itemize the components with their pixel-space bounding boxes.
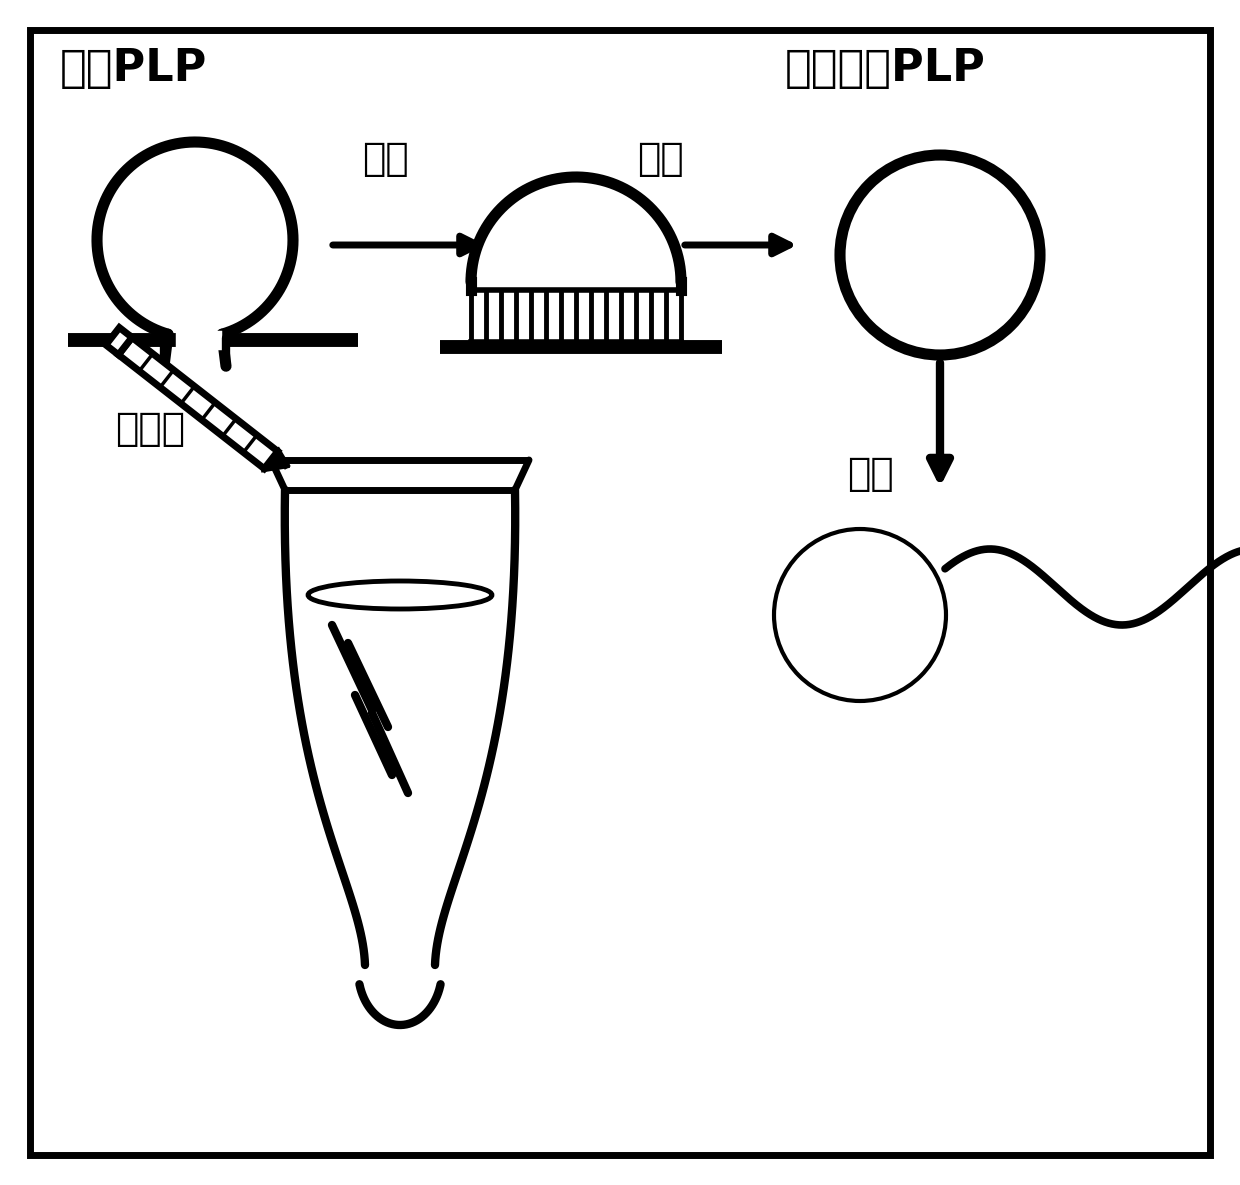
Ellipse shape	[308, 581, 492, 609]
Text: 线性PLP: 线性PLP	[60, 47, 207, 90]
Text: 杂交: 杂交	[362, 140, 408, 178]
Text: 锁式探针PLP: 锁式探针PLP	[785, 47, 986, 90]
Text: 连接: 连接	[636, 140, 683, 178]
Polygon shape	[119, 338, 278, 469]
Circle shape	[790, 545, 930, 685]
Circle shape	[774, 529, 946, 702]
Circle shape	[839, 155, 1040, 356]
Text: 扩增: 扩增	[847, 455, 893, 493]
Polygon shape	[105, 327, 131, 354]
Circle shape	[808, 563, 911, 667]
Text: 靶序列: 靶序列	[115, 410, 185, 448]
